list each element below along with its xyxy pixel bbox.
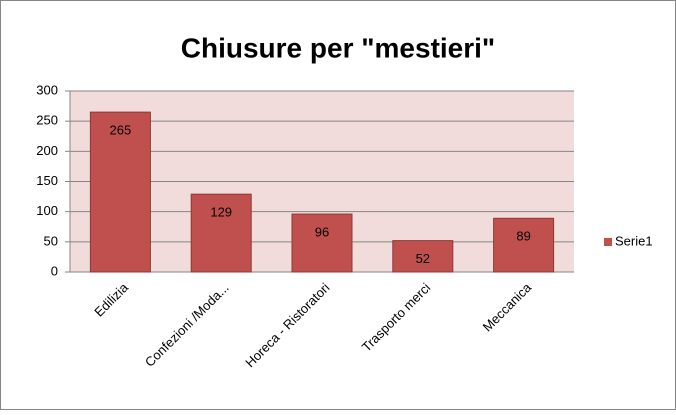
data-label: 96: [315, 225, 329, 240]
legend-swatch: [604, 238, 612, 246]
legend-label: Serie1: [615, 233, 653, 248]
y-tick-label: 200: [36, 143, 58, 158]
bar: [392, 240, 454, 273]
bar: [89, 111, 151, 273]
y-tick-label: 0: [51, 263, 58, 278]
y-tick-label: 250: [36, 113, 58, 128]
y-tick-label: 300: [36, 82, 58, 97]
data-label: 52: [416, 251, 430, 266]
data-label: 89: [516, 229, 530, 244]
y-tick-label: 100: [36, 203, 58, 218]
bar: [190, 193, 252, 273]
y-tick-label: 150: [36, 173, 58, 188]
bar: [291, 213, 353, 273]
data-label: 265: [110, 123, 132, 138]
data-label: 129: [210, 205, 232, 220]
bar: [493, 217, 555, 273]
chart-title: Chiusure per "mestieri": [181, 32, 495, 63]
y-tick-label: 50: [44, 233, 58, 248]
